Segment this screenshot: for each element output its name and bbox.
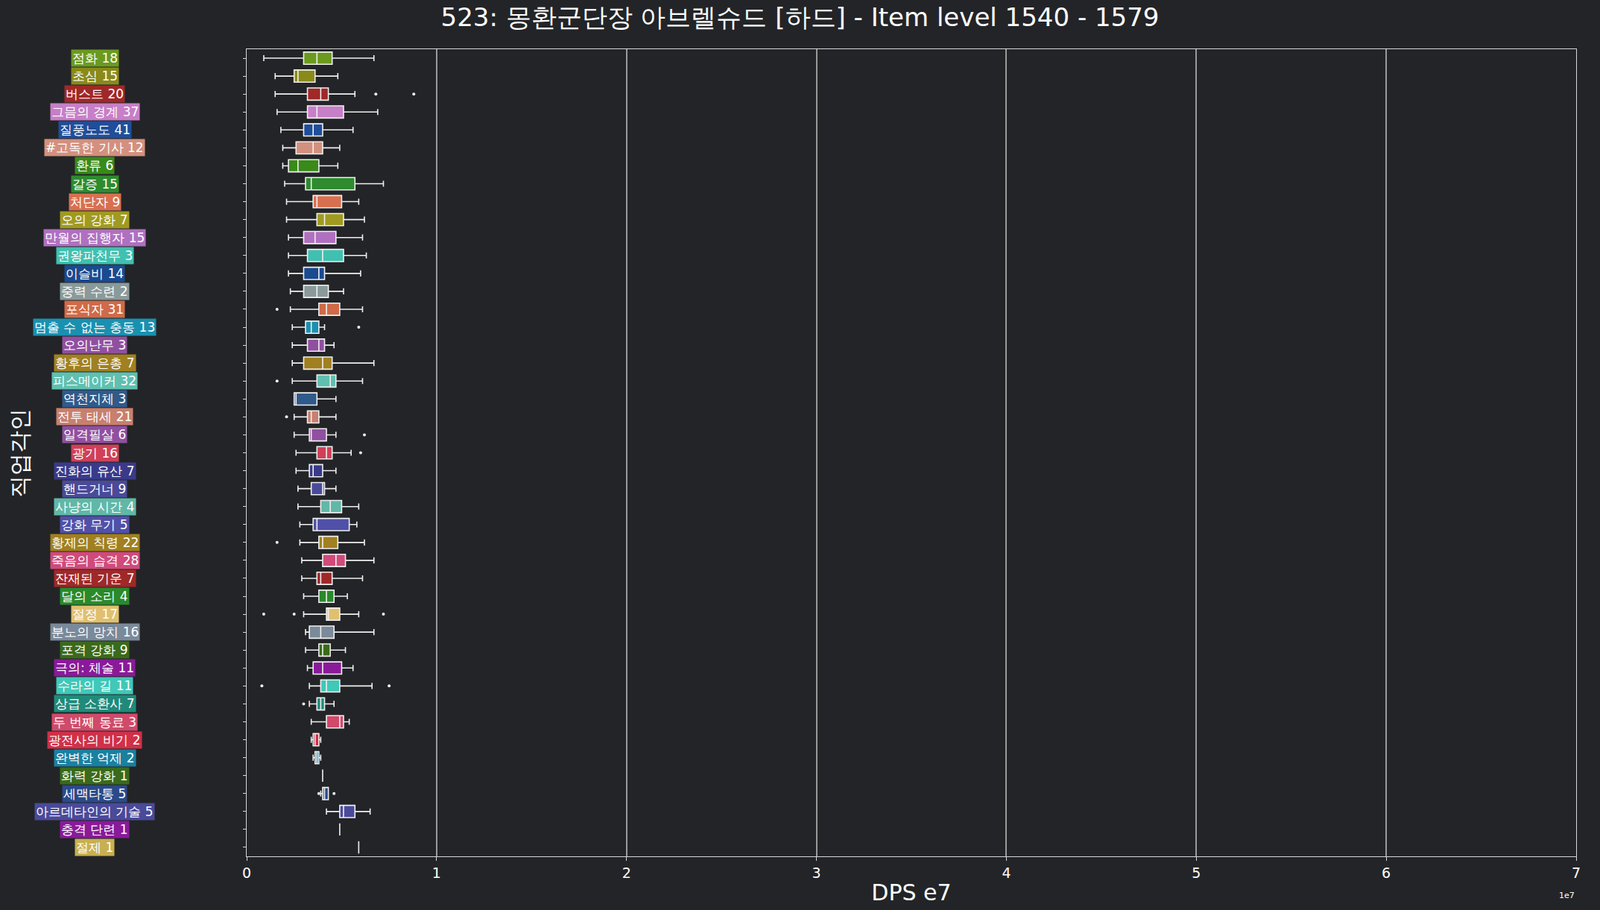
svg-text:중력 수련 2: 중력 수련 2 [61,283,129,299]
svg-text:달의 소리 4: 달의 소리 4 [61,588,129,604]
svg-text:#고독한 기사 12: #고독한 기사 12 [45,140,144,156]
svg-text:이슬비 14: 이슬비 14 [65,266,124,281]
svg-text:7: 7 [1571,864,1581,881]
svg-text:전투 태세 21: 전투 태세 21 [57,409,132,425]
svg-text:광전사의 비기 2: 광전사의 비기 2 [48,732,141,748]
svg-text:2: 2 [622,864,632,881]
svg-text:1e7: 1e7 [1559,890,1575,901]
svg-text:권왕파천무 3: 권왕파천무 3 [57,248,133,264]
svg-text:아르데타인의 기술 5: 아르데타인의 기술 5 [35,804,154,820]
svg-text:만월의 집행자 15: 만월의 집행자 15 [44,230,145,246]
svg-text:오의난무 3: 오의난무 3 [63,337,126,353]
svg-text:죽음의 습격 28: 죽음의 습격 28 [51,552,139,568]
svg-text:갈증 15: 갈증 15 [72,176,118,192]
svg-text:피스메이커 32: 피스메이커 32 [52,373,137,389]
svg-text:3: 3 [812,864,822,881]
svg-text:수라의 길 11: 수라의 길 11 [57,678,132,694]
svg-text:버스트 20: 버스트 20 [65,86,124,102]
svg-text:1: 1 [432,864,442,881]
svg-text:황후의 은총 7: 황후의 은총 7 [55,355,135,371]
svg-text:황제의 칙령 22: 황제의 칙령 22 [51,535,139,550]
svg-text:환류 6: 환류 6 [76,157,114,173]
svg-text:4: 4 [1001,864,1011,881]
svg-text:충격 단련 1: 충격 단련 1 [61,821,129,837]
svg-text:포격 강화 9: 포격 강화 9 [61,642,129,658]
svg-text:멈출 수 없는 충동 13: 멈출 수 없는 충동 13 [34,319,156,335]
svg-text:점화 18: 점화 18 [72,50,118,66]
svg-text:처단자 9: 처단자 9 [70,194,120,210]
svg-text:역천지체 3: 역천지체 3 [63,391,126,407]
svg-text:0: 0 [242,864,252,881]
svg-text:그믐의 경계 37: 그믐의 경계 37 [51,104,139,120]
svg-text:포식자 31: 포식자 31 [65,301,124,317]
svg-text:핸드거너 9: 핸드거너 9 [63,481,126,497]
svg-text:화력 강화 1: 화력 강화 1 [61,768,129,784]
svg-text:초심 15: 초심 15 [72,68,118,84]
svg-text:광기 16: 광기 16 [72,445,118,461]
svg-text:극의: 체술 11: 극의: 체술 11 [55,660,135,676]
svg-text:직업각인: 직업각인 [6,408,33,498]
svg-text:완벽한 억제 2: 완벽한 억제 2 [55,750,135,766]
svg-text:절정 17: 절정 17 [72,606,118,622]
svg-text:강화 무기 5: 강화 무기 5 [61,517,129,533]
svg-text:일격필살 6: 일격필살 6 [63,427,126,442]
svg-text:사냥의 시간 4: 사냥의 시간 4 [55,499,135,515]
svg-text:상급 소환사 7: 상급 소환사 7 [55,696,135,711]
svg-text:분노의 망치 16: 분노의 망치 16 [51,624,139,640]
svg-text:절제 1: 절제 1 [76,839,114,855]
svg-text:진화의 유산 7: 진화의 유산 7 [55,463,135,479]
svg-text:DPS e7: DPS e7 [871,879,951,906]
svg-text:질풍노도 41: 질풍노도 41 [59,122,131,138]
svg-text:세맥타통 5: 세맥타통 5 [63,786,126,802]
svg-text:두 번째 동료 3: 두 번째 동료 3 [52,714,137,730]
svg-text:523: 몽환군단장 아브렐슈드 [하드] - Item l: 523: 몽환군단장 아브렐슈드 [하드] - Item level 1540 … [441,2,1160,33]
svg-text:5: 5 [1191,864,1201,881]
svg-text:6: 6 [1381,864,1391,881]
svg-text:오의 강화 7: 오의 강화 7 [61,212,129,228]
svg-text:잔재된 기운 7: 잔재된 기운 7 [55,570,135,586]
